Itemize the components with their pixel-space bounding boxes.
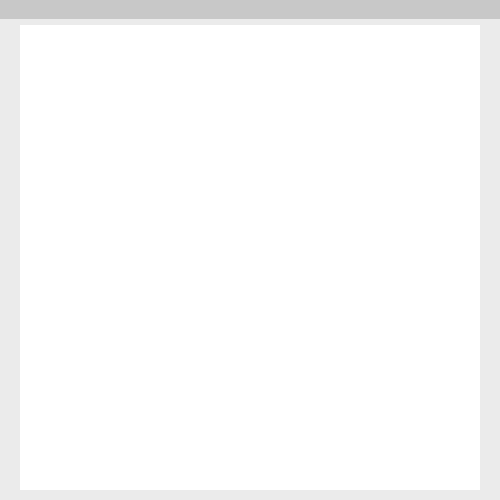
- Text: a: a: [390, 146, 400, 160]
- Text: a: a: [324, 250, 334, 264]
- Text: supplementary: supplementary: [166, 378, 275, 392]
- Text: ...quizzes, 6363440/take: ...quizzes, 6363440/take: [203, 2, 297, 11]
- Text: ∠1 ≅ ∠2: ∠1 ≅ ∠2: [108, 286, 168, 299]
- Text: and: and: [128, 378, 152, 392]
- Text: ∠3: ∠3: [146, 378, 171, 392]
- Text: 3: 3: [250, 192, 258, 204]
- Text: b: b: [358, 250, 367, 264]
- Text: are intersected by Line: are intersected by Line: [230, 81, 392, 94]
- Text: ∠2: ∠2: [146, 348, 171, 360]
- Circle shape: [86, 349, 97, 359]
- Text: ∠1: ∠1: [108, 378, 133, 392]
- Text: are: are: [365, 250, 391, 264]
- Text: Which of these statements proves that Lines: Which of these statements proves that Li…: [90, 250, 393, 264]
- Text: ∠2 ≅ ∠3: ∠2 ≅ ∠3: [108, 317, 168, 330]
- Text: .: .: [360, 81, 364, 94]
- Text: 2: 2: [240, 150, 248, 164]
- Text: and: and: [196, 81, 230, 94]
- Text: parallel?: parallel?: [90, 273, 146, 286]
- Text: ∠1: ∠1: [108, 348, 133, 360]
- Text: 1: 1: [212, 133, 220, 146]
- Circle shape: [86, 318, 97, 328]
- Text: b: b: [222, 81, 232, 94]
- Text: b: b: [390, 201, 400, 215]
- Circle shape: [86, 380, 97, 390]
- Text: and: and: [332, 250, 365, 264]
- Text: and: and: [128, 348, 152, 360]
- Text: t: t: [356, 81, 362, 94]
- Text: t: t: [213, 78, 218, 92]
- Text: are supplementary: are supplementary: [166, 348, 301, 360]
- Text: a: a: [190, 81, 198, 94]
- Text: In the figure, Lines: In the figure, Lines: [90, 81, 218, 94]
- Circle shape: [86, 287, 97, 297]
